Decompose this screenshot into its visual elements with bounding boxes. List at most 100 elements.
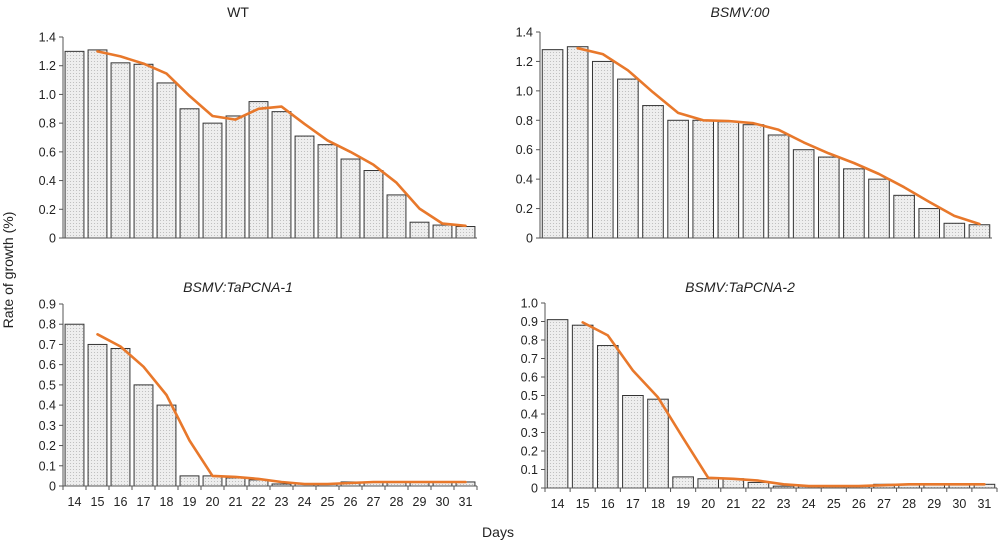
bar-day-17 [617,78,639,239]
x-tick-label: 21 [229,495,243,509]
panel-title: BSMV:TaPCNA-1 [183,279,293,295]
y-tick-label: 0 [49,480,56,494]
bar-day-21 [717,121,740,239]
bar-day-29 [918,208,941,239]
y-tick-label: 1.0 [39,88,56,102]
trend-line [576,46,981,226]
y-tick-label: 1.4 [516,26,533,40]
bar-day-17 [133,384,154,487]
bar-day-16 [110,347,131,487]
y-tick-label: 0.8 [516,114,533,128]
x-tick-label: 27 [367,495,381,509]
y-tick-label: 0.2 [39,203,56,217]
x-tick-label: 20 [206,495,220,509]
bar-day-14 [546,319,569,489]
y-tick-label: 0.6 [516,143,533,157]
y-tick-label: 0 [49,232,56,246]
bar-day-24 [792,149,815,239]
bar-day-28 [386,194,407,239]
bar-day-14 [64,323,85,487]
x-axis-title: Days [482,524,514,540]
y-tick-label: 0.8 [39,318,56,332]
bar-day-27 [868,178,890,239]
x-tick-label: 25 [827,497,841,511]
bar-day-22 [747,481,770,489]
chart-panel-bsmv-tapcna-2: BSMV:TaPCNA-2 0 0.1 0.2 0.3 0.4 0.5 0.6 0.7 0.8 0.… [521,279,998,511]
y-tick-label: 0.5 [521,389,538,403]
trend-line [581,321,986,488]
x-tick-label: 20 [701,497,715,511]
x-tick-label: 27 [877,497,891,511]
x-tick-label: 19 [676,497,690,511]
y-tick-label: 0 [531,482,538,496]
bar-day-15 [571,324,594,489]
x-tick-label: 24 [298,495,312,509]
y-tick-label: 0 [526,232,533,246]
bar-day-17 [622,395,644,489]
bar-day-26 [340,158,361,239]
bar-day-18 [156,82,177,239]
x-tick-label: 31 [977,497,991,511]
bar-day-23 [271,111,292,239]
x-tick-label: 22 [252,495,266,509]
bar-day-31 [455,226,476,239]
chart-panel-wt: WT 0 0.2 0.4 0.6 0.8 1.0 1.2 1.4 [39,4,477,246]
bar-day-27 [363,170,384,239]
x-tick-label: 31 [459,495,473,509]
bar-day-20 [202,122,223,239]
y-tick-label: 0.1 [521,463,538,477]
x-tick-label: 26 [344,495,358,509]
bar-day-19 [672,476,694,489]
bar-day-18 [647,398,669,489]
y-tick-label: 0.6 [39,145,56,159]
chart-panel-bsmv-00: BSMV:00 0 0.2 0.4 0.6 0.8 1.0 1.2 1.4 [516,4,992,246]
bar-day-19 [179,108,200,239]
bar-day-21 [225,477,246,487]
bar-day-22 [742,124,765,239]
y-axis-title: Rate of growth (%) [0,212,16,329]
y-tick-label: 0.2 [516,202,533,216]
bar-day-28 [893,194,915,239]
x-tick-label: 17 [626,497,640,511]
bar-day-22 [248,101,269,239]
x-tick-label: 15 [576,497,590,511]
x-tick-label: 30 [952,497,966,511]
y-tick-label: 0.4 [39,399,56,413]
x-tick-label: 19 [183,495,197,509]
y-tick-label: 0.1 [39,459,56,473]
bar-day-24 [294,135,315,239]
bar-day-15 [87,49,108,239]
x-tick-label: 16 [114,495,128,509]
x-tick-label: 24 [802,497,816,511]
chart-panel-bsmv-tapcna-1: BSMV:TaPCNA-1 0 0.1 0.2 0.3 0.4 0.5 0.6 0.7 0.8 0.… [39,279,478,509]
panel-title: BSMV:TaPCNA-2 [685,279,795,295]
trend-line [96,50,467,228]
y-tick-label: 1.2 [39,59,56,73]
y-tick-label: 0.9 [521,315,538,329]
y-tick-label: 0.6 [39,358,56,372]
x-tick-label: 29 [927,497,941,511]
y-tick-label: 1.0 [521,297,538,311]
bar-day-16 [591,60,614,239]
bar-day-23 [767,134,790,239]
bar-day-15 [566,46,589,239]
panel-title: WT [227,4,249,20]
bar-day-31 [968,224,991,239]
y-tick-label: 1.0 [516,84,533,98]
bar-day-16 [110,62,131,239]
y-tick-label: 0.5 [39,378,56,392]
x-tick-label: 18 [651,497,665,511]
y-tick-label: 0.4 [521,408,538,422]
y-tick-label: 0.8 [521,334,538,348]
x-tick-label: 23 [777,497,791,511]
bar-day-18 [156,404,177,487]
bar-day-20 [697,478,720,489]
x-tick-label: 30 [436,495,450,509]
bar-day-25 [317,144,338,239]
x-tick-label: 14 [551,497,565,511]
x-tick-label: 14 [68,495,82,509]
bar-day-15 [87,343,108,487]
x-tick-label: 17 [137,495,151,509]
x-tick-label: 22 [751,497,765,511]
